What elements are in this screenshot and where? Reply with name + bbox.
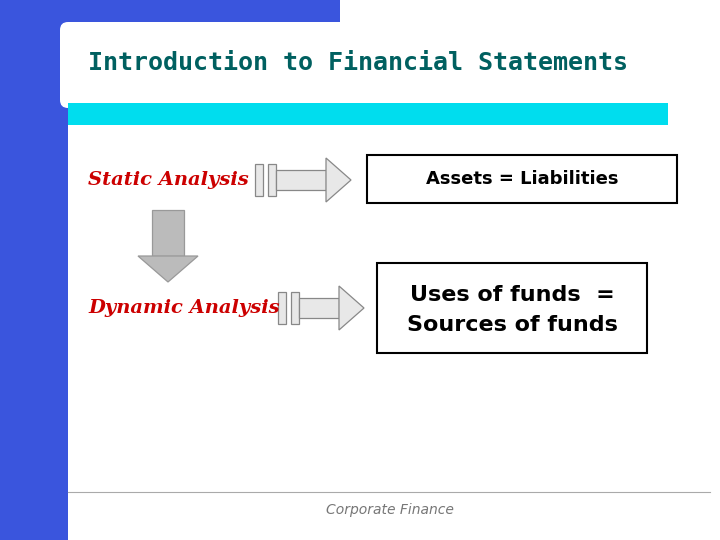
FancyBboxPatch shape bbox=[367, 155, 677, 203]
Text: Introduction to Financial Statements: Introduction to Financial Statements bbox=[88, 51, 628, 75]
Polygon shape bbox=[326, 158, 351, 202]
Bar bbox=[0, 0, 68, 540]
Bar bbox=[291, 292, 299, 324]
Bar bbox=[299, 298, 339, 318]
Text: Dynamic Analysis: Dynamic Analysis bbox=[88, 299, 279, 317]
Bar bbox=[278, 292, 286, 324]
Polygon shape bbox=[339, 286, 364, 330]
Polygon shape bbox=[138, 256, 198, 282]
Bar bbox=[268, 164, 276, 196]
Bar bbox=[255, 164, 263, 196]
FancyBboxPatch shape bbox=[60, 22, 716, 108]
Bar bbox=[276, 170, 326, 190]
FancyBboxPatch shape bbox=[377, 263, 647, 353]
Text: Corporate Finance: Corporate Finance bbox=[326, 503, 454, 517]
Text: Sources of funds: Sources of funds bbox=[407, 315, 618, 335]
Bar bbox=[152, 210, 184, 256]
Text: Uses of funds  =: Uses of funds = bbox=[410, 285, 614, 305]
Bar bbox=[0, 0, 340, 120]
Bar bbox=[68, 103, 668, 125]
Text: Assets = Liabilities: Assets = Liabilities bbox=[426, 170, 618, 188]
Bar bbox=[68, 125, 720, 505]
Text: Static Analysis: Static Analysis bbox=[88, 171, 248, 189]
